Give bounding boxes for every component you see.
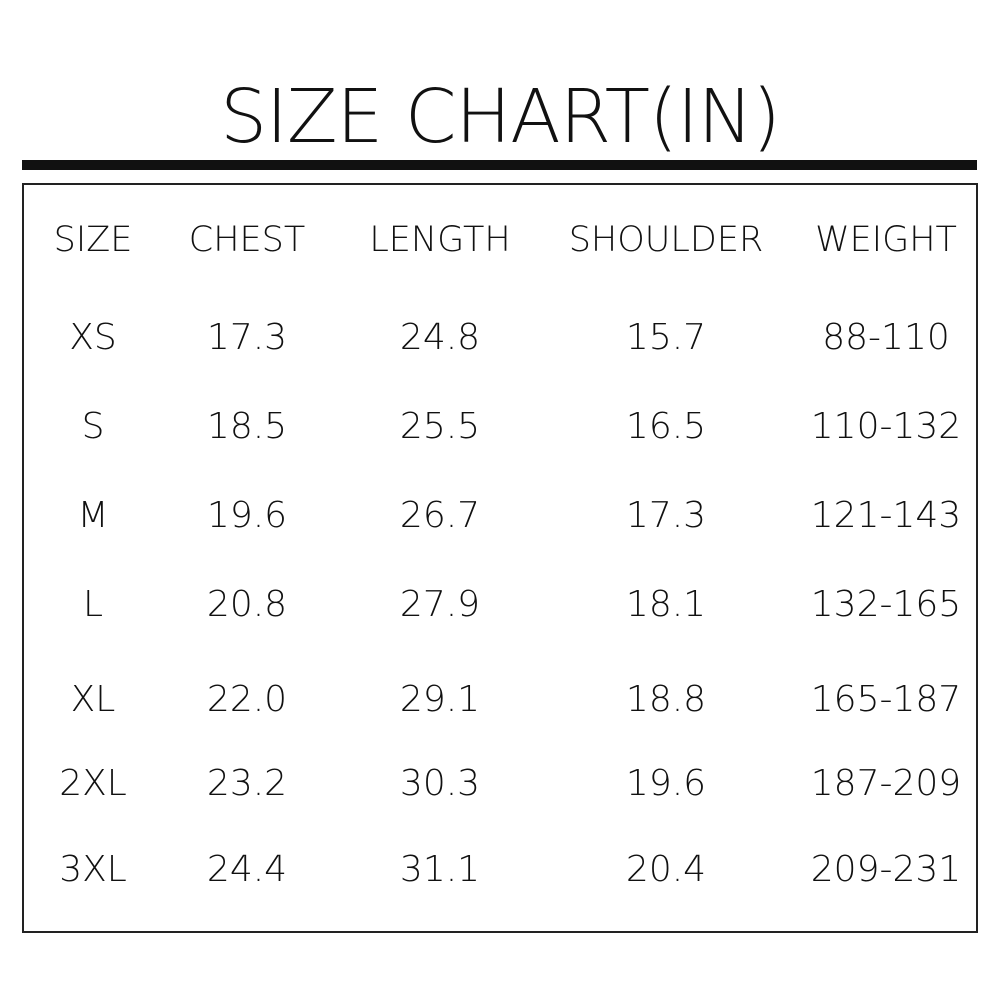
page-title: SIZE CHART(IN) (220, 74, 781, 160)
table-cell-shoulder: 18.1 (625, 584, 707, 625)
table-cell-shoulder: 18.8 (625, 679, 707, 720)
table-cell-size: 2XL (59, 763, 127, 804)
table-cell-length: 24.8 (399, 317, 481, 358)
table-cell-chest: 24.4 (206, 849, 288, 890)
table-cell-size: 3XL (59, 849, 127, 890)
column-header-size: SIZE (53, 220, 133, 260)
title-underline (22, 160, 977, 170)
table-cell-length: 27.9 (399, 584, 481, 625)
table-cell-chest: 17.3 (206, 317, 288, 358)
table-cell-weight: 132-165 (810, 584, 962, 625)
column-header-weight: WEIGHT (815, 220, 957, 260)
table-cell-shoulder: 19.6 (625, 763, 707, 804)
column-header-chest: CHEST (188, 220, 306, 260)
table-cell-length: 31.1 (399, 849, 481, 890)
size-table (22, 183, 978, 933)
table-cell-chest: 20.8 (206, 584, 288, 625)
table-cell-weight: 121-143 (810, 495, 962, 536)
table-cell-weight: 165-187 (810, 679, 962, 720)
table-cell-shoulder: 16.5 (625, 406, 707, 447)
table-cell-shoulder: 15.7 (625, 317, 707, 358)
table-cell-shoulder: 20.4 (625, 849, 707, 890)
table-cell-size: L (82, 584, 104, 625)
table-cell-chest: 18.5 (206, 406, 288, 447)
table-cell-length: 30.3 (399, 763, 481, 804)
table-cell-weight: 110-132 (810, 406, 962, 447)
table-cell-size: S (81, 406, 105, 447)
table-cell-weight: 209-231 (810, 849, 962, 890)
table-cell-length: 25.5 (399, 406, 481, 447)
table-cell-weight: 88-110 (822, 317, 950, 358)
table-cell-shoulder: 17.3 (625, 495, 707, 536)
column-header-shoulder: SHOULDER (568, 220, 764, 260)
table-cell-size: M (77, 495, 109, 536)
table-cell-chest: 22.0 (206, 679, 288, 720)
table-cell-chest: 19.6 (206, 495, 288, 536)
column-header-length: LENGTH (369, 220, 511, 260)
table-cell-size: XS (69, 317, 117, 358)
table-cell-size: XL (70, 679, 116, 720)
table-cell-length: 29.1 (399, 679, 481, 720)
table-cell-chest: 23.2 (206, 763, 288, 804)
table-cell-weight: 187-209 (810, 763, 962, 804)
table-cell-length: 26.7 (399, 495, 481, 536)
